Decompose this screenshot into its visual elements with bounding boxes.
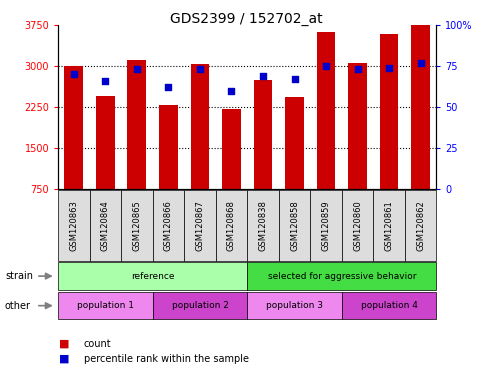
Bar xyxy=(411,16,430,189)
Text: selected for aggressive behavior: selected for aggressive behavior xyxy=(268,271,416,281)
Text: population 3: population 3 xyxy=(266,301,323,310)
Bar xyxy=(285,97,304,189)
Text: GSM120858: GSM120858 xyxy=(290,200,299,251)
Bar xyxy=(128,61,146,189)
Text: reference: reference xyxy=(131,271,175,281)
Point xyxy=(259,73,267,79)
Text: ■: ■ xyxy=(59,354,70,364)
Point xyxy=(322,63,330,69)
Text: GSM120860: GSM120860 xyxy=(353,200,362,251)
Bar xyxy=(317,32,335,189)
Text: GSM120868: GSM120868 xyxy=(227,200,236,251)
Point xyxy=(417,60,424,66)
Bar xyxy=(222,109,241,189)
Text: count: count xyxy=(84,339,111,349)
Text: strain: strain xyxy=(5,271,33,281)
Point xyxy=(102,78,109,84)
Point xyxy=(165,84,173,90)
Bar xyxy=(96,96,115,189)
Text: GSM120838: GSM120838 xyxy=(258,200,268,251)
Text: population 4: population 4 xyxy=(360,301,418,310)
Point xyxy=(353,66,361,72)
Text: GSM120865: GSM120865 xyxy=(133,200,141,251)
Bar xyxy=(253,79,273,189)
Bar xyxy=(159,105,178,189)
Bar xyxy=(348,63,367,189)
Text: ■: ■ xyxy=(59,339,70,349)
Text: GSM120867: GSM120867 xyxy=(195,200,205,251)
Text: population 2: population 2 xyxy=(172,301,228,310)
Point xyxy=(196,66,204,72)
Text: GSM120866: GSM120866 xyxy=(164,200,173,251)
Bar xyxy=(380,34,398,189)
Text: percentile rank within the sample: percentile rank within the sample xyxy=(84,354,249,364)
Text: GSM120864: GSM120864 xyxy=(101,200,110,251)
Bar xyxy=(190,64,210,189)
Point xyxy=(385,65,393,71)
Text: GSM120859: GSM120859 xyxy=(321,200,330,251)
Text: GSM120863: GSM120863 xyxy=(70,200,78,251)
Text: GSM120861: GSM120861 xyxy=(385,200,393,251)
Text: population 1: population 1 xyxy=(77,301,134,310)
Point xyxy=(290,76,298,82)
Point xyxy=(70,71,78,77)
Point xyxy=(228,88,236,94)
Bar xyxy=(65,66,83,189)
Text: GDS2399 / 152702_at: GDS2399 / 152702_at xyxy=(170,12,323,25)
Text: other: other xyxy=(5,301,31,311)
Text: GSM120862: GSM120862 xyxy=(416,200,425,251)
Point xyxy=(133,66,141,72)
